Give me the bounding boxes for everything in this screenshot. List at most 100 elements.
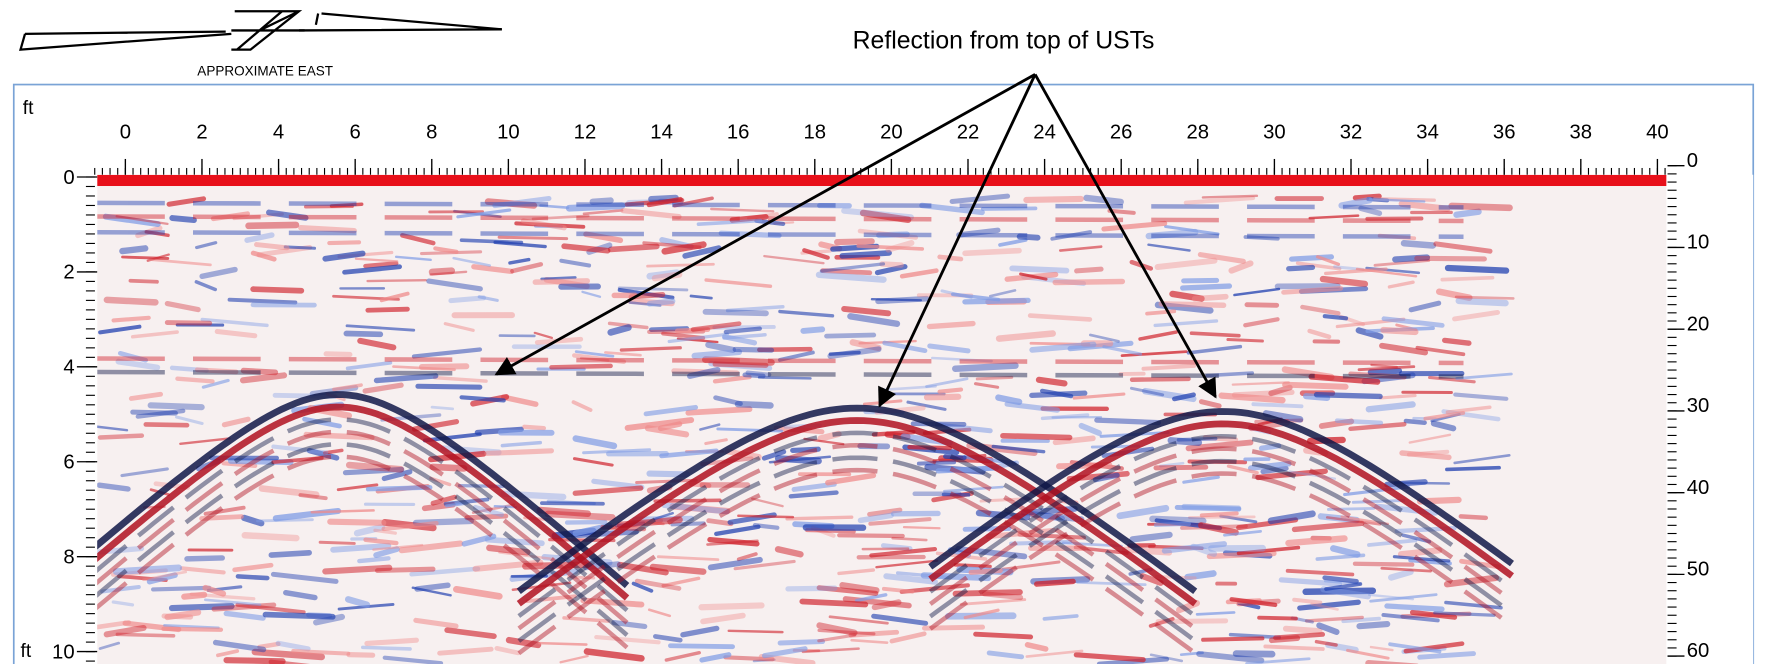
texture [325,568,389,572]
texture [729,631,783,632]
texture [285,247,314,248]
texture [123,257,168,258]
texture [329,242,359,243]
texture [432,271,452,272]
x-tick-label: 24 [1033,122,1056,144]
texture [1026,199,1081,200]
texture [535,281,587,282]
x-tick-label: 14 [650,122,673,144]
y2-tick-label: 20 [1687,313,1710,335]
texture [167,323,209,324]
texture [433,467,464,468]
texture [738,516,793,517]
texture [621,348,680,350]
texture [1371,371,1399,372]
x-tick-label: 0 [120,122,131,144]
texture [985,594,1021,598]
texture [349,655,373,656]
x-tick-label: 40 [1646,122,1669,144]
texture [326,354,350,355]
x-tick-label: 8 [426,122,437,144]
texture [487,451,551,454]
compass-label: APPROXIMATE EAST [197,64,333,79]
texture [451,298,484,301]
texture [715,364,766,365]
texture [1177,507,1239,509]
texture [706,312,766,313]
texture [153,588,209,590]
texture [100,436,142,438]
texture [1003,436,1070,438]
chart-title: Reflection from top of USTs [853,27,1155,54]
texture [257,520,312,521]
texture [265,615,332,617]
texture [1383,330,1415,332]
texture [1325,316,1346,318]
texture [1387,606,1442,609]
texture [368,280,426,281]
texture [238,576,267,578]
texture [976,634,1031,637]
texture [1156,524,1189,525]
texture [99,485,128,489]
surface-band [97,175,1666,186]
texture [930,324,973,327]
texture [1203,638,1262,639]
texture [1235,392,1292,395]
texture [1286,629,1320,631]
texture [177,379,212,382]
texture [163,629,221,630]
texture [368,309,408,310]
x-tick-label: 32 [1340,122,1363,144]
y-tick-label: 10 [52,641,75,663]
texture [1197,612,1234,614]
texture [648,264,714,266]
texture [695,352,739,356]
y2-tick-label: 40 [1687,477,1710,499]
x-tick-label: 34 [1416,122,1439,144]
texture [130,281,157,282]
texture [919,462,954,463]
texture [738,404,770,405]
texture [1253,404,1301,406]
texture [1353,500,1404,502]
texture [998,398,1019,402]
texture [839,535,902,536]
texture [172,218,194,220]
texture [551,366,610,367]
texture [1228,340,1262,341]
y-tick-label: 8 [63,546,74,568]
texture [1189,517,1254,518]
texture [1236,654,1272,655]
texture [1461,516,1486,517]
texture [983,208,1036,209]
texture [422,366,466,367]
texture [567,522,605,523]
texture [542,503,603,504]
x-tick-label: 10 [497,122,520,144]
texture [1289,267,1313,268]
texture [893,538,927,540]
y-tick-label: 2 [63,262,74,284]
texture [1445,340,1469,343]
texture [367,640,416,643]
texture [593,200,611,201]
texture [1203,196,1257,198]
texture [245,535,297,538]
texture [802,601,865,604]
texture [540,510,588,514]
texture [257,245,287,248]
texture [1442,278,1492,280]
texture [293,651,348,654]
texture [1097,420,1159,423]
texture [1183,286,1230,288]
texture [745,375,763,376]
texture [1195,297,1226,299]
texture [611,246,657,249]
texture [187,558,222,559]
texture [650,301,673,304]
texture [114,318,149,321]
texture [359,558,388,561]
x-tick-label: 30 [1263,122,1286,144]
texture [670,646,732,647]
